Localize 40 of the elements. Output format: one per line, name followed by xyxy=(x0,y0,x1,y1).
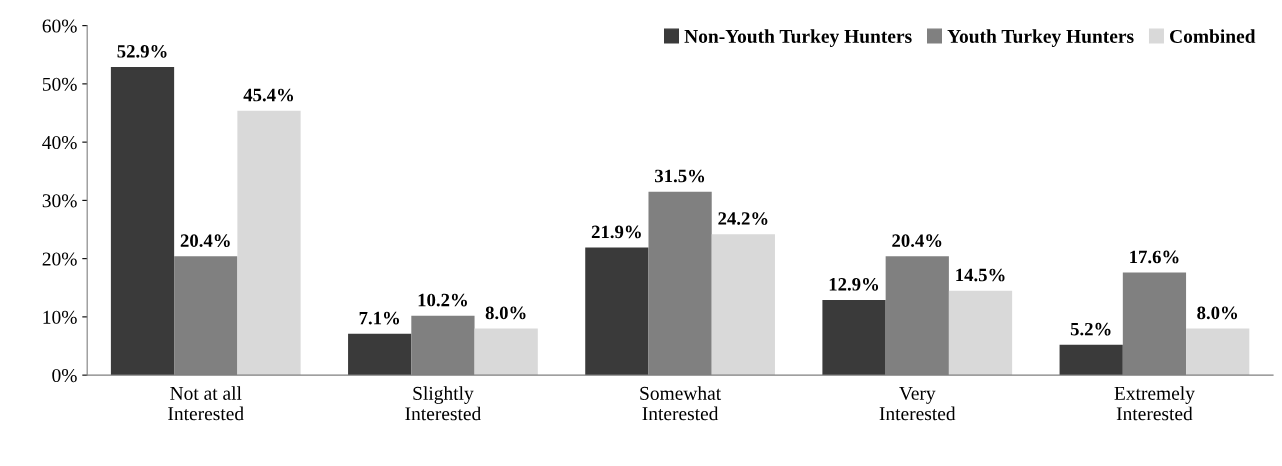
data-label: 52.9% xyxy=(117,44,167,58)
x-tick-label: Somewhat Interested xyxy=(640,386,722,421)
data-label: 8.0% xyxy=(485,306,526,320)
data-label: 14.5% xyxy=(956,268,1005,282)
x-tick-label: Slightly Interested xyxy=(405,386,482,421)
bar xyxy=(711,234,775,376)
bar xyxy=(1059,344,1123,376)
x-tick-label: Extremely Interested xyxy=(1114,386,1195,421)
data-label: 45.4% xyxy=(243,88,294,102)
data-label: 17.6% xyxy=(1130,250,1179,264)
y-tick-label: 50% xyxy=(42,77,77,91)
legend-label: Non-Youth Turkey Hunters xyxy=(684,29,912,47)
data-label: 8.0% xyxy=(1197,306,1238,320)
bar xyxy=(237,110,301,376)
y-tick-label: 60% xyxy=(42,19,77,33)
y-tick-label: 10% xyxy=(43,310,77,324)
data-label: 21.9% xyxy=(591,225,641,239)
y-tick-label: 0% xyxy=(52,368,77,383)
y-tick-label: 40% xyxy=(42,135,77,150)
bar xyxy=(822,299,886,376)
bar xyxy=(585,247,649,376)
legend-label: Youth Turkey Hunters xyxy=(947,29,1134,47)
data-label: 7.1% xyxy=(359,311,400,325)
data-label: 5.2% xyxy=(1070,322,1111,336)
data-label: 24.2% xyxy=(718,212,768,225)
y-tick-label: 20% xyxy=(42,252,77,266)
bar xyxy=(474,328,538,376)
y-tick-label: 30% xyxy=(42,194,77,208)
data-label: 10.2% xyxy=(418,293,467,307)
data-label: 20.4% xyxy=(892,234,942,248)
x-tick-label: Very Interested xyxy=(879,386,956,421)
bar xyxy=(110,66,175,376)
bar xyxy=(348,333,412,376)
data-label: 31.5% xyxy=(655,169,705,183)
bar xyxy=(1186,328,1250,376)
bar xyxy=(948,290,1013,376)
data-label: 20.4% xyxy=(180,234,230,248)
data-label: 12.9% xyxy=(829,277,879,291)
legend-label: Combined xyxy=(1170,29,1256,43)
x-tick-label: Not at all Interested xyxy=(168,386,244,421)
